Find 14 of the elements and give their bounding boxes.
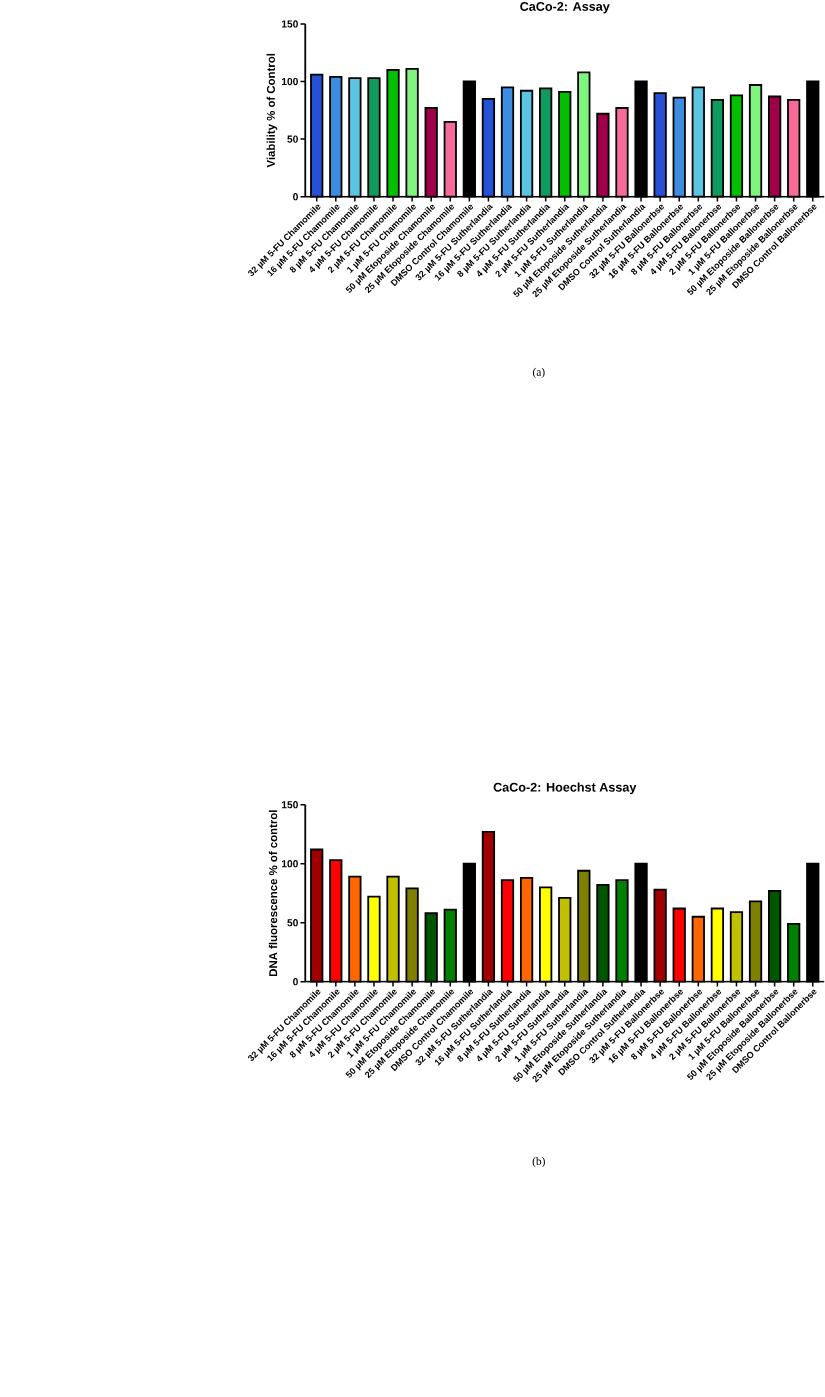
y-tick-label: 150 bbox=[281, 801, 298, 809]
y-tick-label: 50 bbox=[287, 135, 298, 143]
y-axis-title: DNA fluorescence % of control bbox=[268, 810, 278, 977]
y-tick-label: 50 bbox=[287, 919, 298, 927]
text: (a) bbox=[532, 367, 545, 379]
y-tick-label: 150 bbox=[281, 20, 298, 28]
y-tick-label: 0 bbox=[293, 193, 298, 201]
y-tick-label: 100 bbox=[281, 860, 298, 868]
y-tick-label: 0 bbox=[293, 978, 298, 986]
chart-title: CaCo-2: Assay bbox=[520, 2, 610, 14]
chart-title: CaCo-2: Hoechst Assay bbox=[493, 782, 637, 795]
y-tick-label: 100 bbox=[281, 77, 298, 86]
y-axis-title: Viability % of Control bbox=[266, 53, 278, 168]
text: (b) bbox=[532, 1157, 545, 1168]
